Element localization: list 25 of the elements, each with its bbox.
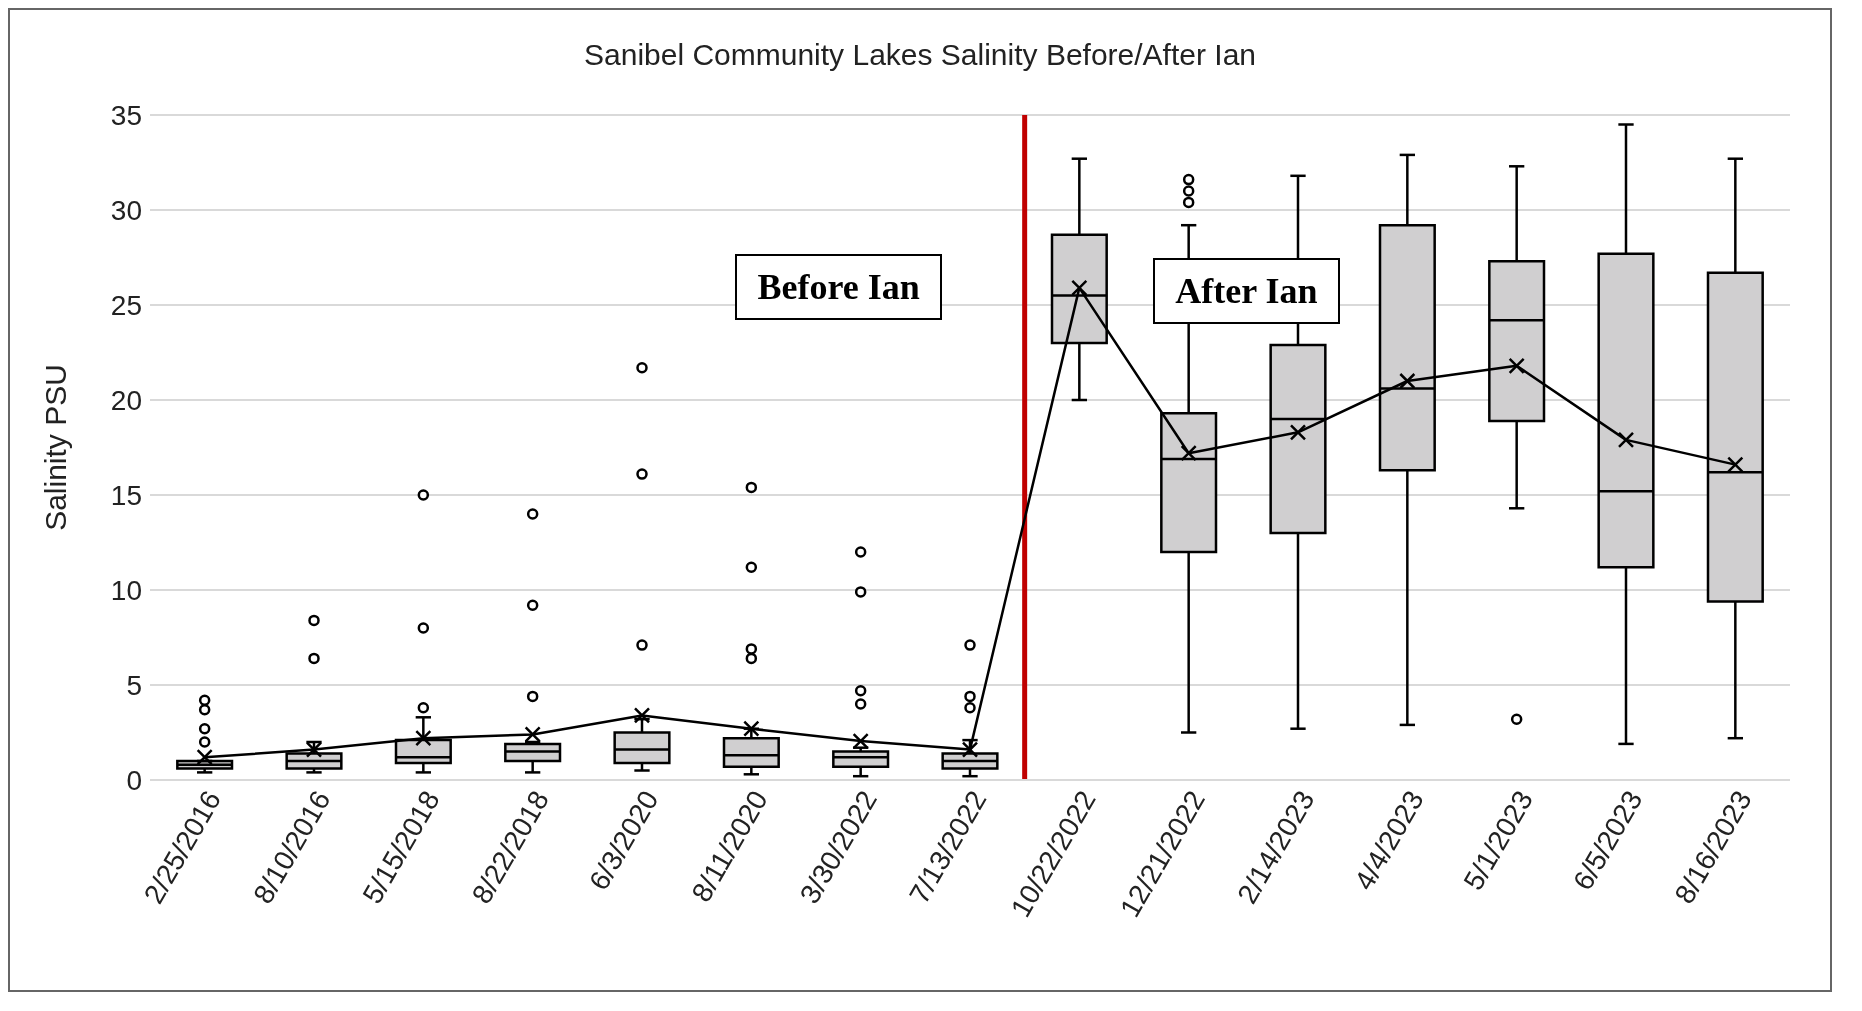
point — [1180, 444, 1197, 462]
point — [196, 748, 213, 766]
point — [305, 741, 323, 758]
y-tick-label: 35 — [110, 99, 142, 131]
point — [1071, 279, 1088, 297]
point — [1289, 424, 1307, 441]
point — [1617, 431, 1635, 449]
y-tick-label: 30 — [110, 194, 142, 226]
y-tick-label: 0 — [126, 764, 142, 796]
point — [415, 729, 432, 747]
point — [1399, 372, 1416, 390]
y-tick-label: 25 — [110, 289, 142, 321]
point — [1727, 456, 1744, 473]
annotation: After Ian — [1153, 257, 1340, 324]
point — [743, 720, 760, 737]
point — [633, 707, 651, 724]
y-tick-label: 20 — [110, 384, 142, 416]
y-tick-label: 15 — [110, 479, 142, 511]
point — [961, 741, 979, 758]
y-tick-label: 5 — [126, 669, 142, 701]
annotation: Before Ian — [735, 254, 942, 321]
y-tick-label: 10 — [110, 574, 142, 606]
chart-title: Sanibel Community Lakes Salinity Before/After Ian — [583, 38, 1257, 72]
y-axis-title: Salinity PSU — [38, 364, 72, 531]
point — [1508, 357, 1525, 375]
